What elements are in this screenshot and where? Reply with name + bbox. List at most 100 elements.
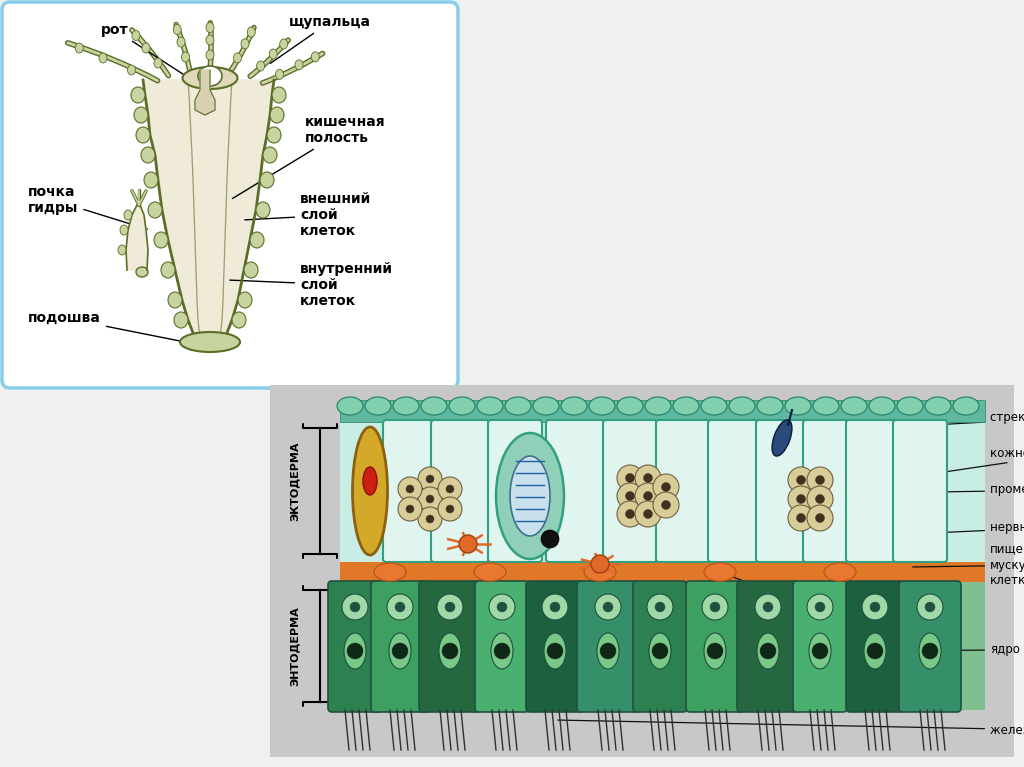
Ellipse shape	[797, 476, 806, 485]
Ellipse shape	[280, 39, 288, 49]
Ellipse shape	[561, 397, 587, 415]
Ellipse shape	[426, 515, 434, 523]
Ellipse shape	[807, 594, 833, 620]
Ellipse shape	[867, 643, 883, 659]
FancyBboxPatch shape	[546, 420, 604, 562]
Ellipse shape	[118, 245, 126, 255]
Ellipse shape	[344, 633, 366, 669]
Ellipse shape	[925, 397, 951, 415]
Ellipse shape	[813, 397, 839, 415]
Ellipse shape	[445, 602, 455, 612]
Ellipse shape	[812, 643, 828, 659]
Ellipse shape	[635, 501, 662, 527]
Text: нервная клетка: нервная клетка	[633, 522, 1024, 547]
Ellipse shape	[705, 563, 736, 581]
Ellipse shape	[269, 49, 278, 59]
Ellipse shape	[649, 633, 671, 669]
Ellipse shape	[841, 397, 867, 415]
Ellipse shape	[824, 563, 856, 581]
FancyBboxPatch shape	[686, 581, 744, 712]
Ellipse shape	[161, 262, 175, 278]
Ellipse shape	[788, 486, 814, 512]
Text: щупальца: щупальца	[270, 15, 371, 64]
Ellipse shape	[919, 633, 941, 669]
Ellipse shape	[136, 267, 148, 277]
Ellipse shape	[272, 87, 286, 103]
Ellipse shape	[550, 602, 560, 612]
Ellipse shape	[702, 594, 728, 620]
Ellipse shape	[206, 35, 214, 45]
Polygon shape	[126, 205, 148, 270]
Ellipse shape	[270, 107, 284, 123]
Ellipse shape	[809, 633, 831, 669]
Ellipse shape	[542, 594, 568, 620]
Bar	[340, 562, 985, 582]
Text: внешний
слой
клеток: внешний слой клеток	[245, 192, 372, 239]
Ellipse shape	[247, 27, 255, 37]
Text: кишечная
полость: кишечная полость	[232, 115, 386, 199]
Ellipse shape	[496, 433, 564, 559]
Ellipse shape	[241, 39, 249, 49]
Ellipse shape	[647, 594, 673, 620]
Ellipse shape	[617, 397, 643, 415]
Ellipse shape	[446, 485, 454, 493]
Ellipse shape	[446, 505, 454, 513]
Text: ядро: ядро	[822, 644, 1020, 657]
Ellipse shape	[99, 53, 106, 63]
FancyBboxPatch shape	[846, 581, 904, 712]
Ellipse shape	[673, 397, 699, 415]
FancyBboxPatch shape	[656, 420, 714, 562]
Ellipse shape	[134, 107, 148, 123]
FancyBboxPatch shape	[708, 420, 762, 562]
Ellipse shape	[653, 474, 679, 500]
Text: мезоглея: мезоглея	[723, 573, 848, 617]
Ellipse shape	[295, 60, 303, 70]
Ellipse shape	[815, 476, 824, 485]
Ellipse shape	[797, 513, 806, 522]
FancyBboxPatch shape	[793, 581, 847, 712]
Ellipse shape	[144, 172, 158, 188]
Ellipse shape	[815, 495, 824, 503]
Ellipse shape	[807, 467, 833, 493]
Polygon shape	[195, 70, 215, 115]
Ellipse shape	[437, 594, 463, 620]
Text: железистая клетка: железистая клетка	[558, 720, 1024, 736]
Ellipse shape	[497, 602, 507, 612]
Text: кожно-мускульная клетка: кожно-мускульная клетка	[872, 446, 1024, 482]
Ellipse shape	[398, 497, 422, 521]
Ellipse shape	[256, 202, 270, 218]
Ellipse shape	[260, 172, 274, 188]
FancyBboxPatch shape	[475, 581, 529, 712]
Ellipse shape	[626, 473, 635, 482]
Ellipse shape	[426, 475, 434, 483]
Ellipse shape	[815, 602, 825, 612]
Ellipse shape	[141, 147, 155, 163]
Ellipse shape	[922, 643, 938, 659]
FancyBboxPatch shape	[383, 420, 437, 562]
FancyBboxPatch shape	[603, 420, 657, 562]
Ellipse shape	[652, 643, 668, 659]
Bar	[340, 400, 985, 562]
Ellipse shape	[250, 232, 264, 248]
Ellipse shape	[617, 501, 643, 527]
Ellipse shape	[643, 473, 652, 482]
Ellipse shape	[862, 594, 888, 620]
Ellipse shape	[925, 602, 935, 612]
Ellipse shape	[439, 633, 461, 669]
Ellipse shape	[772, 420, 792, 456]
Ellipse shape	[953, 397, 979, 415]
Ellipse shape	[393, 397, 419, 415]
FancyBboxPatch shape	[2, 2, 458, 388]
Ellipse shape	[595, 594, 621, 620]
Ellipse shape	[662, 501, 671, 509]
Ellipse shape	[597, 633, 618, 669]
Ellipse shape	[864, 633, 886, 669]
Ellipse shape	[311, 52, 319, 62]
FancyBboxPatch shape	[893, 420, 947, 562]
Ellipse shape	[534, 397, 559, 415]
Ellipse shape	[655, 602, 665, 612]
Ellipse shape	[617, 483, 643, 509]
Ellipse shape	[418, 507, 442, 531]
Ellipse shape	[617, 465, 643, 491]
Ellipse shape	[136, 127, 150, 143]
